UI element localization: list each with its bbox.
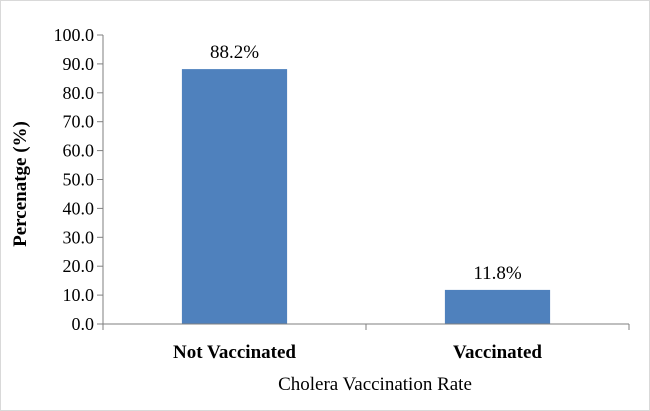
y-tick-label: 60.0 xyxy=(63,141,95,161)
bar xyxy=(181,69,288,325)
y-axis-title: Percenatge (%) xyxy=(10,121,31,247)
y-axis: 0.0 10.0 20.0 30.0 40.0 50.0 60.0 70.0 80.0 90.0 1… xyxy=(54,25,104,334)
y-tick-label: 20.0 xyxy=(63,256,95,276)
y-tick-label: 50.0 xyxy=(63,170,95,190)
y-tick-label: 90.0 xyxy=(63,54,95,74)
y-tick-label: 100.0 xyxy=(54,25,95,45)
x-axis: Not Vaccinated Vaccinated xyxy=(102,323,630,363)
y-tick-label: 70.0 xyxy=(63,112,95,132)
bar xyxy=(444,289,551,324)
y-tick-label: 80.0 xyxy=(63,83,95,103)
y-tick-label: 40.0 xyxy=(63,198,95,218)
x-axis-title: Cholera Vaccination Rate xyxy=(278,374,472,395)
bar-data-label: 11.8% xyxy=(473,263,522,284)
bar-data-label: 88.2% xyxy=(210,42,259,63)
x-category-label: Vaccinated xyxy=(453,342,542,363)
y-tick-label: 0.0 xyxy=(72,314,95,334)
x-category-label: Not Vaccinated xyxy=(173,342,296,363)
bars: 88.2% 11.8% xyxy=(181,42,551,325)
y-tick-label: 30.0 xyxy=(63,227,95,247)
y-tick-label: 10.0 xyxy=(63,285,95,305)
